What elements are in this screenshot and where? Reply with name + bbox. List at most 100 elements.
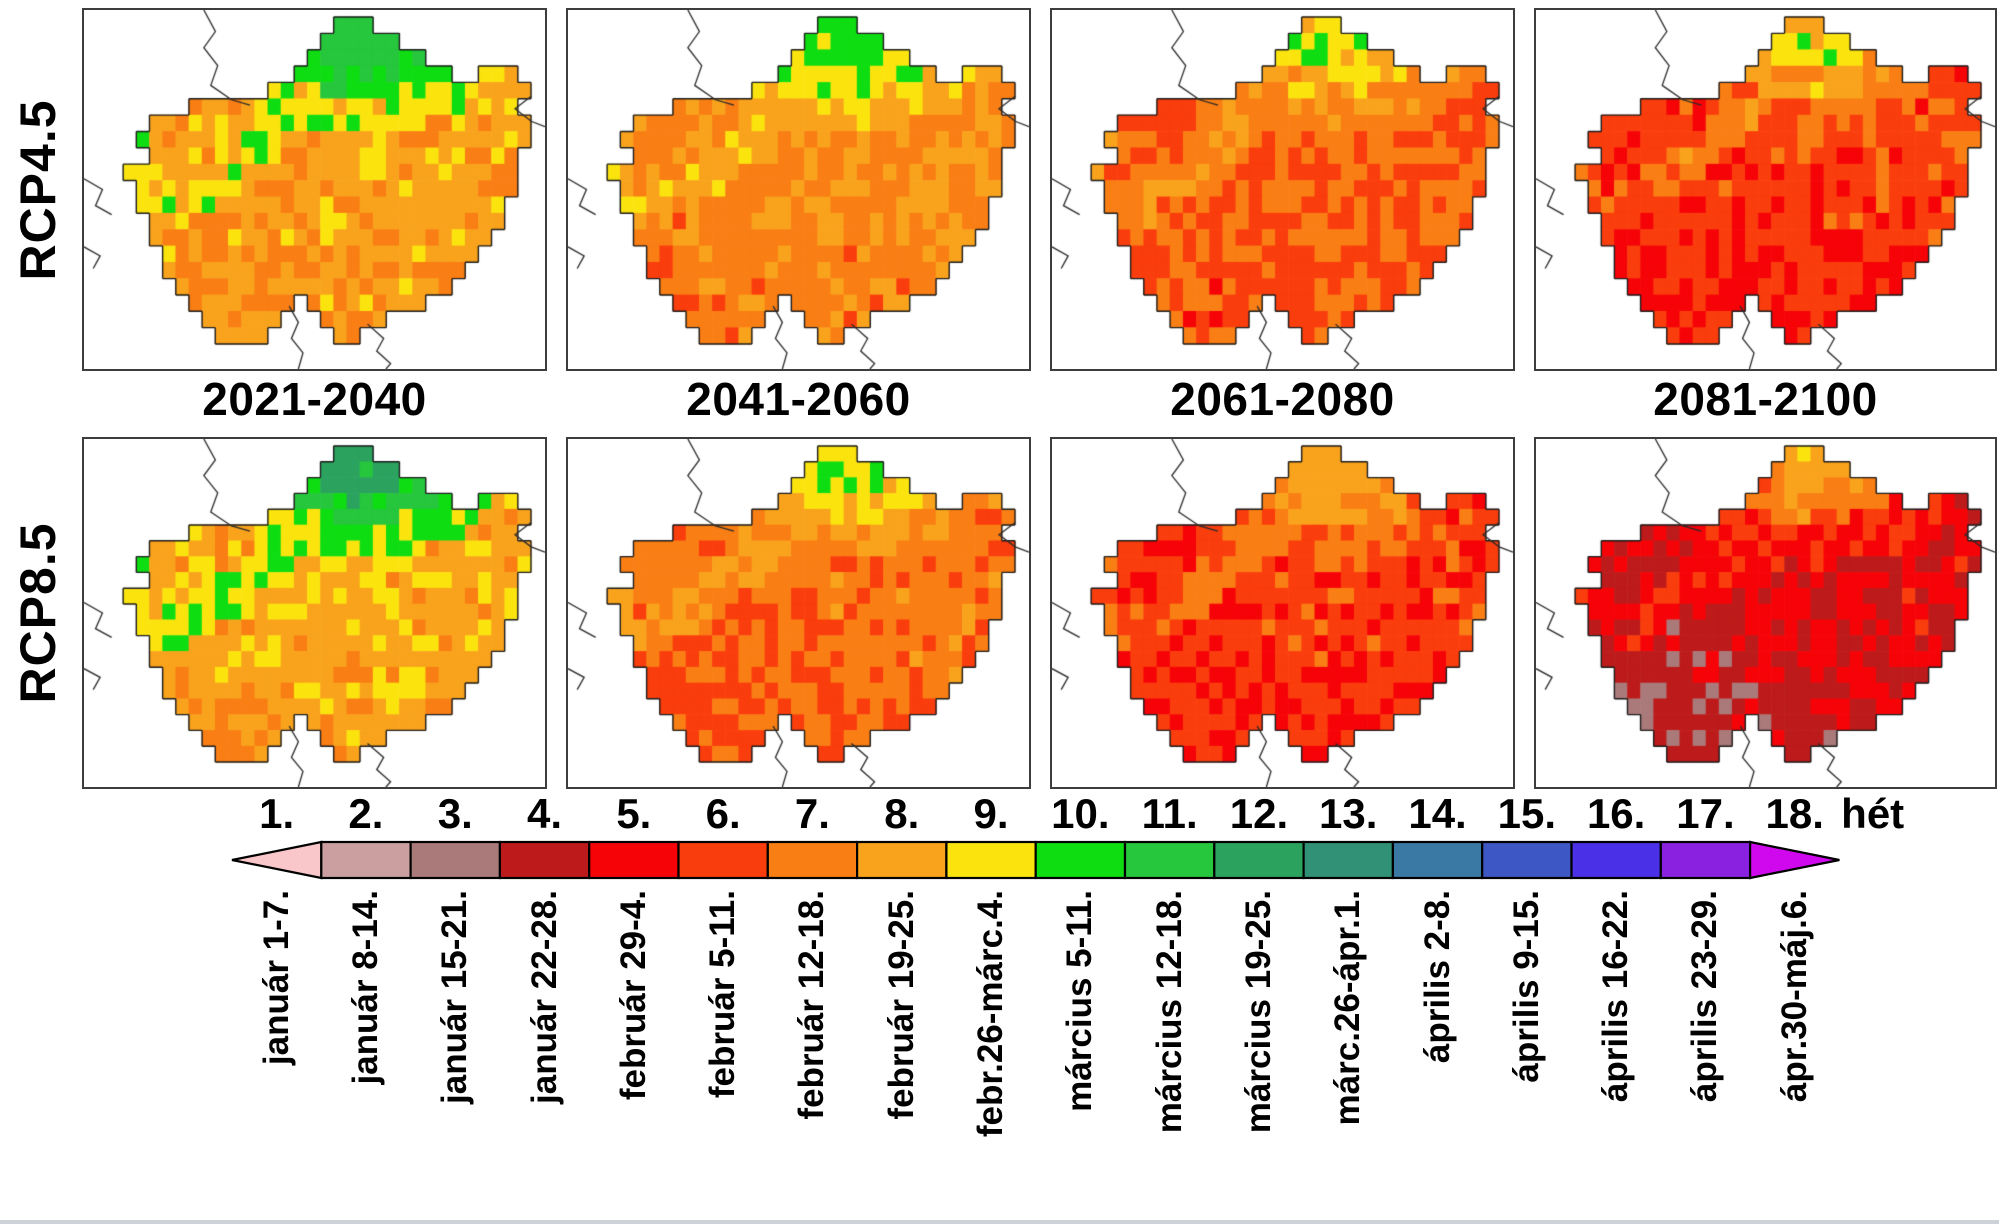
hungary-week-map <box>1050 437 1515 789</box>
week-number-text: 7. <box>794 790 830 837</box>
legend-cell-week-18 <box>1748 840 1840 880</box>
date-label-text: április 23-29. <box>1685 890 1725 1103</box>
week-number-text: 11. <box>1141 790 1198 837</box>
week-number-text: 1. <box>259 790 295 837</box>
legend-cell-week-11 <box>1123 840 1216 880</box>
legend-cell-week-17 <box>1659 840 1752 880</box>
date-label-text: január 1-7. <box>256 890 296 1066</box>
date-label-text: február 19-25. <box>881 890 921 1120</box>
map-panel-rcp45-2081-2100 <box>1534 8 1997 371</box>
legend-cell-week-8 <box>855 840 948 880</box>
date-label-week-14: április 2-8. <box>1393 884 1482 1218</box>
week-number-text: 13. <box>1319 790 1378 837</box>
period-label-3-text: 2061-2080 <box>1170 373 1395 425</box>
period-label-3: 2061-2080 <box>1050 366 1515 432</box>
week-number-10: 10. <box>1036 788 1125 838</box>
legend-cell-week-9 <box>945 840 1037 880</box>
week-number-16: 16. <box>1572 788 1661 838</box>
date-label-week-5: február 29-4. <box>589 884 678 1218</box>
legend-cell-week-1 <box>231 840 323 880</box>
map-panel-rcp85-2021-2040 <box>82 437 547 789</box>
map-panel-rcp45-2041-2060 <box>566 8 1031 371</box>
date-label-week-6: február 5-11. <box>679 884 768 1218</box>
period-label-1: 2021-2040 <box>82 366 547 432</box>
date-label-text: ápr.30-máj.6. <box>1774 890 1814 1103</box>
week-number-text: 6. <box>705 790 741 837</box>
period-label-4: 2081-2100 <box>1534 366 1997 432</box>
date-label-text: január 15-21. <box>435 890 475 1104</box>
date-label-text: február 12-18. <box>792 890 832 1120</box>
date-label-text: febr.26-márc.4. <box>971 890 1011 1138</box>
week-number-text: 4. <box>527 790 563 837</box>
week-number-text: 15. <box>1497 790 1557 837</box>
date-label-week-10: március 5-11. <box>1036 884 1125 1218</box>
row-label-rcp45: RCP4.5 <box>2 8 74 371</box>
legend-cell-week-7 <box>766 840 859 880</box>
date-label-week-15: április 9-15. <box>1482 884 1571 1218</box>
legend-cell-week-4 <box>498 840 591 880</box>
row-label-rcp45-text: RCP4.5 <box>10 98 66 281</box>
date-label-week-1: január 1-7. <box>232 884 321 1218</box>
hungary-week-map <box>82 8 547 371</box>
hungary-week-map <box>566 8 1031 371</box>
date-label-text: április 2-8. <box>1417 890 1457 1064</box>
week-number-3: 3. <box>411 788 500 838</box>
legend-cell-week-6 <box>677 840 769 880</box>
week-number-text: 18. <box>1765 790 1824 837</box>
week-number-9: 9. <box>946 788 1035 838</box>
legend-cell-week-2 <box>320 840 412 880</box>
date-label-week-12: március 19-25. <box>1214 884 1303 1218</box>
week-number-17: 17. <box>1661 788 1750 838</box>
legend-bar-svg <box>231 840 1840 880</box>
week-number-text: 8. <box>884 790 920 837</box>
map-panel-rcp45-2061-2080 <box>1050 8 1515 371</box>
week-number-text: 14. <box>1408 790 1467 837</box>
date-label-week-11: március 12-18. <box>1125 884 1214 1218</box>
week-number-7: 7. <box>768 788 857 838</box>
week-number-6: 6. <box>679 788 768 838</box>
hungary-week-map <box>1534 8 1997 371</box>
week-number-text: 9. <box>973 790 1009 837</box>
legend-cell-week-15 <box>1481 840 1573 880</box>
week-number-18: 18. <box>1750 788 1839 838</box>
date-label-text: február 5-11. <box>703 890 743 1099</box>
map-panel-rcp85-2081-2100 <box>1534 437 1997 789</box>
legend-cell-week-13 <box>1302 840 1394 880</box>
week-number-1: 1. <box>232 788 321 838</box>
unit-label-het: hét <box>1841 790 1905 837</box>
week-number-4: 4. <box>500 788 589 838</box>
week-number-8: 8. <box>857 788 946 838</box>
week-number-text: 17. <box>1676 790 1735 837</box>
hungary-week-map <box>82 437 547 789</box>
week-number-12: 12. <box>1214 788 1303 838</box>
map-panel-rcp85-2041-2060 <box>566 437 1031 789</box>
bottom-rule <box>0 1220 1999 1224</box>
week-number-text: 10. <box>1051 790 1110 837</box>
date-label-week-2: január 8-14. <box>321 884 410 1218</box>
legend-cell-week-14 <box>1391 840 1484 880</box>
map-panel-rcp85-2061-2080 <box>1050 437 1515 789</box>
period-label-4-text: 2081-2100 <box>1653 373 1878 425</box>
week-number-text: 16. <box>1586 790 1646 837</box>
week-number-14: 14. <box>1393 788 1482 838</box>
date-label-week-13: márc.26-ápr.1. <box>1304 884 1393 1218</box>
date-label-week-7: február 12-18. <box>768 884 857 1218</box>
week-number-13: 13. <box>1304 788 1393 838</box>
period-label-2-text: 2041-2060 <box>686 373 911 425</box>
legend-cell-week-12 <box>1213 840 1305 880</box>
week-number-text: 2. <box>348 790 384 837</box>
week-number-text: 3. <box>437 790 473 837</box>
date-label-week-16: április 16-22. <box>1572 884 1661 1218</box>
date-label-week-18: ápr.30-máj.6. <box>1750 884 1839 1218</box>
date-label-week-3: január 15-21. <box>411 884 500 1218</box>
row-label-rcp85-text: RCP8.5 <box>10 522 66 704</box>
date-label-text: március 19-25. <box>1238 890 1278 1134</box>
date-label-text: március 5-11. <box>1060 890 1100 1112</box>
date-label-week-8: február 19-25. <box>857 884 946 1218</box>
hungary-week-map <box>566 437 1031 789</box>
date-label-week-17: április 23-29. <box>1661 884 1750 1218</box>
hungary-week-map <box>1050 8 1515 371</box>
date-label-text: március 12-18. <box>1149 890 1189 1134</box>
map-panel-rcp45-2021-2040 <box>82 8 547 371</box>
week-number-15: 15. <box>1482 788 1571 838</box>
